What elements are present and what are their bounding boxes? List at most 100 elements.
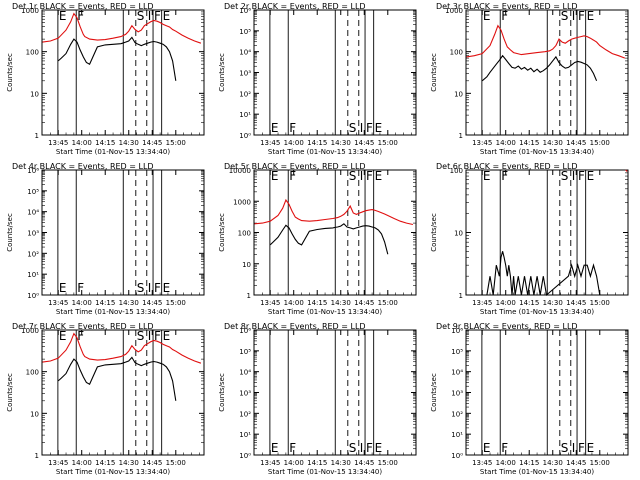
marker-letter: S — [561, 441, 569, 455]
x-axis-label: Start Time (01-Nov-15 13:34:40) — [480, 148, 594, 156]
x-tick-label: 14:00 — [496, 139, 516, 147]
y-tick-label: 10⁵ — [27, 188, 39, 196]
x-tick-label: 14:45 — [142, 459, 162, 467]
y-tick-label: 10⁶ — [451, 327, 463, 335]
marker-letter: S — [137, 329, 145, 343]
series-events-line — [482, 56, 596, 81]
x-tick-label: 14:30 — [119, 459, 139, 467]
marker-letter: E — [271, 169, 279, 183]
x-tick-label: 14:30 — [331, 139, 351, 147]
x-tick-label: 13:45 — [48, 299, 68, 307]
y-tick-label: 10² — [27, 250, 39, 258]
marker-letter: I — [360, 121, 364, 135]
x-tick-label: 14:00 — [284, 139, 304, 147]
x-tick-label: 14:30 — [119, 299, 139, 307]
x-tick-label: 15:00 — [166, 139, 186, 147]
x-tick-label: 14:45 — [566, 299, 586, 307]
y-axis-label: Counts/sec — [430, 213, 438, 252]
x-tick-label: 14:30 — [119, 139, 139, 147]
detector-plots-figure: Det 1r BLACK = Events, RED = LLD11010010… — [0, 0, 640, 480]
x-tick-label: 14:45 — [142, 299, 162, 307]
x-tick-label: 14:00 — [284, 299, 304, 307]
x-axis-label: Start Time (01-Nov-15 13:34:40) — [480, 468, 594, 476]
plot-panel-5: Det 5r BLACK = Events, RED = LLD 1 10 100 10… — [218, 162, 416, 316]
x-tick-label: 14:30 — [331, 299, 351, 307]
y-tick-label: 10⁴ — [239, 49, 251, 57]
x-tick-label: 15:00 — [590, 139, 610, 147]
marker-letter: F — [578, 169, 585, 183]
y-tick-label: 10⁴ — [451, 369, 463, 377]
x-tick-label: 14:15 — [95, 139, 115, 147]
x-tick-label: 14:00 — [284, 459, 304, 467]
x-axis-label: Start Time (01-Nov-15 13:34:40) — [56, 148, 170, 156]
x-tick-label: 14:15 — [307, 139, 327, 147]
y-tick-label: 1000 — [445, 7, 463, 15]
x-tick-label: 14:30 — [331, 459, 351, 467]
x-axis-label: Start Time (01-Nov-15 13:34:40) — [56, 308, 170, 316]
x-tick-label: 15:00 — [378, 139, 398, 147]
marker-letter: E — [59, 9, 67, 23]
x-axis-label: Start Time (01-Nov-15 13:34:40) — [56, 468, 170, 476]
y-tick-label: 1000 — [233, 198, 251, 206]
series-events-line — [487, 251, 600, 295]
y-tick-label: 1 — [247, 292, 251, 300]
x-tick-label: 13:45 — [472, 139, 492, 147]
y-tick-label: 10² — [239, 90, 251, 98]
y-tick-label: 10⁵ — [451, 348, 463, 356]
x-tick-label: 14:30 — [543, 139, 563, 147]
x-tick-label: 14:45 — [354, 139, 374, 147]
plot-panel-4: Det 4r BLACK = Events, RED = LLD 10⁰ 10¹ 10… — [6, 162, 204, 316]
y-tick-label: 10¹ — [27, 271, 39, 279]
y-axis-label: Counts/sec — [430, 373, 438, 412]
marker-letter: F — [578, 9, 585, 23]
marker-letter: E — [587, 9, 595, 23]
x-tick-label: 14:15 — [519, 459, 539, 467]
marker-letter: E — [163, 329, 171, 343]
y-tick-label: 10⁶ — [239, 7, 251, 15]
x-tick-label: 14:45 — [566, 459, 586, 467]
plot-panel-8: Det 8r BLACK = Events, RED = LLD10⁰10¹10… — [218, 322, 416, 476]
y-tick-label: 1000 — [21, 7, 39, 15]
y-tick-label: 10⁶ — [27, 167, 39, 175]
x-tick-label: 15:00 — [166, 299, 186, 307]
marker-letter: E — [163, 9, 171, 23]
y-tick-label: 10¹ — [239, 111, 251, 119]
marker-letter: F — [366, 441, 373, 455]
marker-letter: I — [148, 9, 152, 23]
x-tick-label: 14:30 — [543, 299, 563, 307]
marker-letter: S — [349, 121, 357, 135]
marker-letter: F — [77, 281, 84, 295]
marker-letter: E — [271, 121, 279, 135]
marker-letter: I — [572, 9, 576, 23]
y-tick-label: 100 — [26, 369, 39, 377]
marker-letter: I — [360, 169, 364, 183]
marker-letter: E — [59, 329, 67, 343]
marker-letter: E — [375, 169, 383, 183]
series-lld-line — [255, 200, 413, 225]
y-tick-label: 10000 — [229, 167, 251, 175]
x-tick-label: 14:45 — [354, 299, 374, 307]
y-tick-label: 1000 — [21, 327, 39, 335]
marker-letter: E — [59, 281, 67, 295]
x-tick-label: 14:15 — [95, 299, 115, 307]
y-tick-label: 10⁵ — [239, 28, 251, 36]
plot-panel-3: Det 3r BLACK = Events, RED = LLD 1 10 100 10… — [430, 2, 628, 156]
x-tick-label: 13:45 — [260, 139, 280, 147]
x-tick-label: 14:00 — [496, 459, 516, 467]
marker-letter: F — [501, 9, 508, 23]
marker-letter: E — [163, 281, 171, 295]
marker-letter: E — [271, 441, 279, 455]
marker-letter: I — [360, 441, 364, 455]
y-tick-label: 10³ — [451, 390, 463, 398]
x-tick-label: 13:45 — [48, 459, 68, 467]
plot-panel-9: Det 9r BLACK = Events, RED = LLD10⁰10¹10… — [430, 322, 628, 476]
y-tick-label: 10 — [30, 410, 39, 418]
marker-letter: F — [501, 169, 508, 183]
y-tick-label: 10² — [239, 410, 251, 418]
y-axis-label: Counts/sec — [218, 213, 226, 252]
marker-letter: E — [483, 9, 491, 23]
y-tick-label: 10³ — [239, 390, 251, 398]
x-tick-label: 14:15 — [95, 459, 115, 467]
y-tick-label: 100 — [450, 49, 463, 57]
marker-letter: F — [501, 441, 508, 455]
